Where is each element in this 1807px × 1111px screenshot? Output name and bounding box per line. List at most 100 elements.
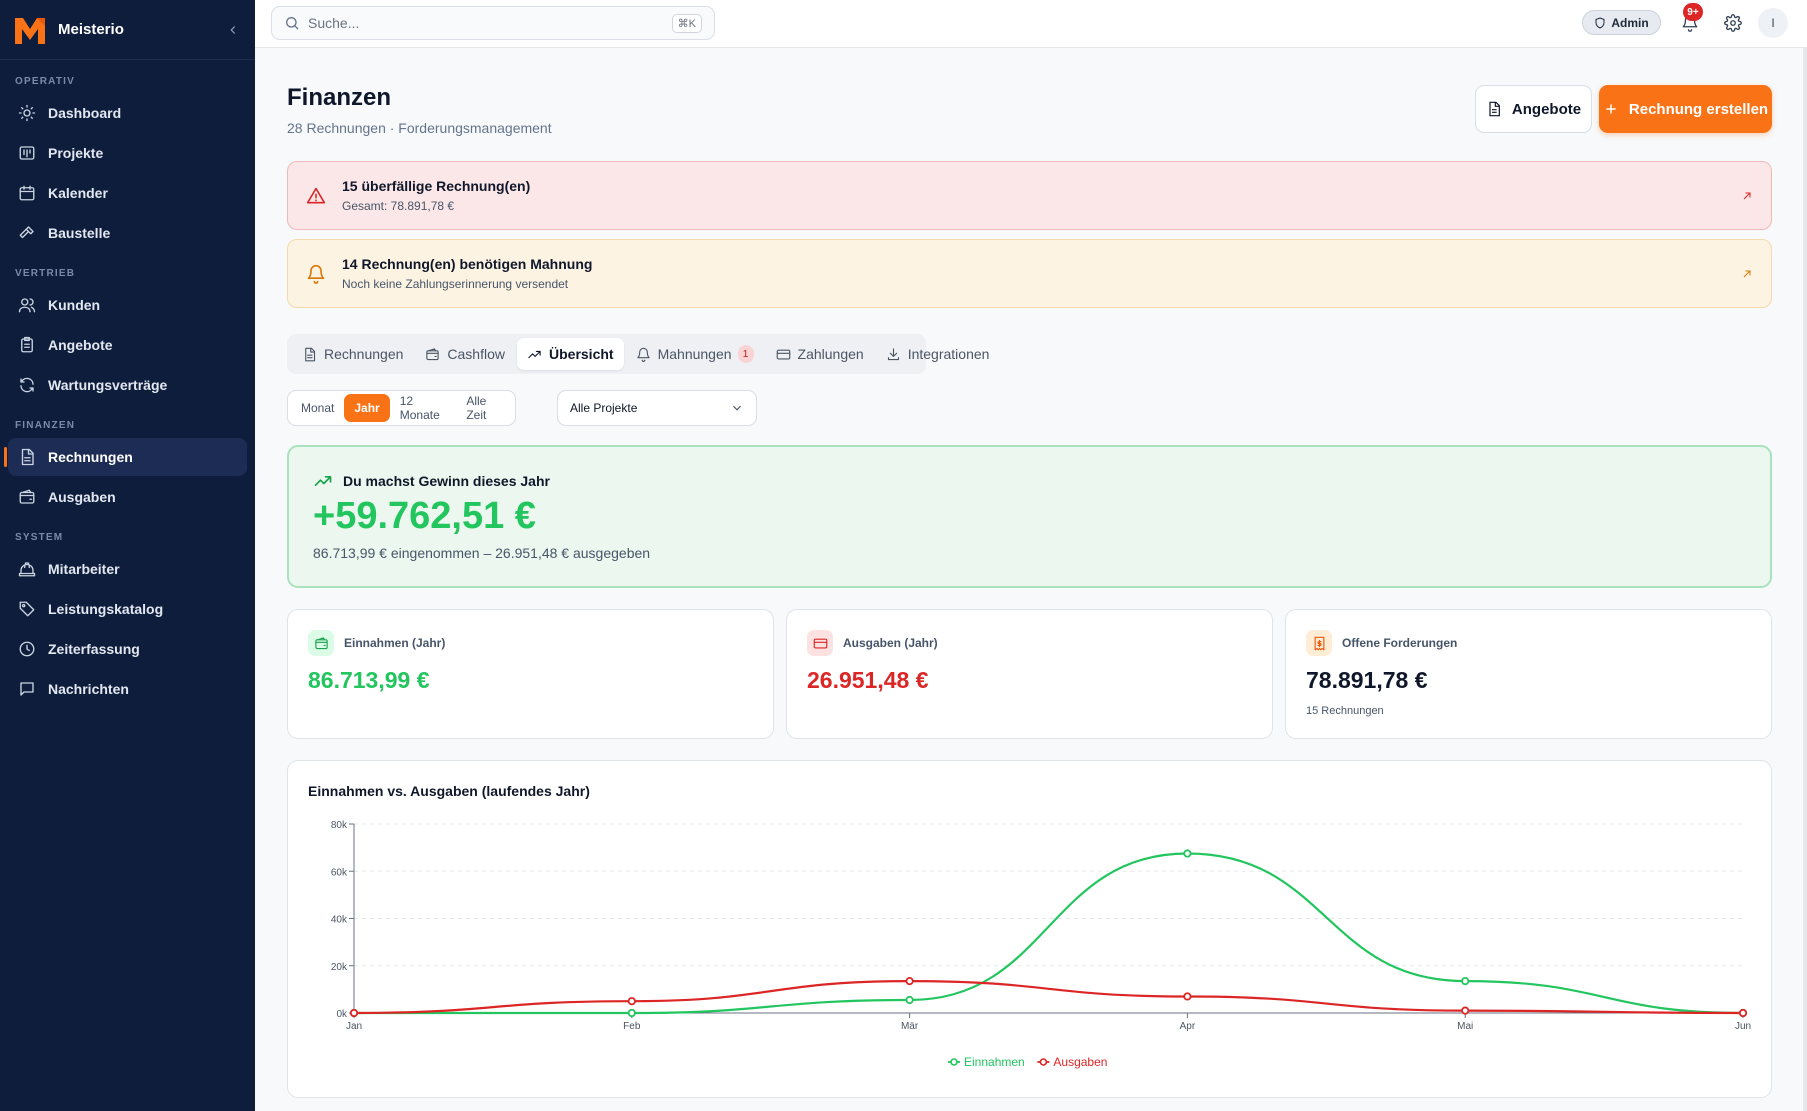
- period-jahr-button[interactable]: Jahr: [344, 394, 390, 422]
- search-shortcut: ⌘K: [671, 13, 702, 33]
- document-icon: [1489, 101, 1500, 117]
- kpi-label: Offene Forderungen: [1342, 636, 1458, 650]
- message-icon: [20, 682, 34, 696]
- plus-icon: [1606, 104, 1616, 114]
- kpi-value: 78.891,78 €: [1306, 667, 1428, 693]
- shield-icon: [1595, 16, 1605, 29]
- sidebar-item-wartungsvertraege[interactable]: Wartungsverträge: [8, 366, 247, 404]
- arrow-up-right-icon[interactable]: [1741, 190, 1753, 202]
- scrollbar[interactable]: [1803, 48, 1807, 1111]
- sidebar-item-ausgaben[interactable]: Ausgaben: [8, 478, 247, 516]
- period-12-monate-button[interactable]: 12 Monate: [399, 394, 440, 422]
- brand: Meisterio: [0, 0, 255, 60]
- dunning-alert-subtitle: Noch keine Zahlungserinnerung versendet: [342, 277, 569, 291]
- finance-tabs: Rechnungen Cashflow Übersicht Mahnungen …: [287, 334, 989, 374]
- sidebar-item-projekte[interactable]: Projekte: [8, 134, 247, 172]
- period-monat-button[interactable]: Monat: [301, 401, 335, 415]
- kpi-label: Ausgaben (Jahr): [843, 636, 938, 650]
- dunning-alert-title: 14 Rechnung(en) benötigen Mahnung: [342, 256, 593, 272]
- kanban-icon: [19, 146, 35, 160]
- wallet-icon: [314, 636, 328, 649]
- tab-rechnungen[interactable]: Rechnungen: [292, 338, 413, 370]
- sidebar-item-leistungskatalog[interactable]: Leistungskatalog: [8, 590, 247, 628]
- download-icon: [887, 347, 899, 360]
- sidebar-section-system: SYSTEM: [15, 532, 64, 543]
- x-tick-label: Mär: [901, 1021, 919, 1032]
- sidebar-item-label: Angebote: [48, 337, 113, 353]
- chevron-down-icon: [733, 405, 741, 411]
- sidebar-item-kalender[interactable]: Kalender: [8, 174, 247, 212]
- profit-detail: 86.713,99 € eingenommen – 26.951,48 € au…: [313, 545, 651, 561]
- wallet-icon: [19, 489, 35, 504]
- warning-triangle-icon: [306, 187, 326, 203]
- sidebar-item-label: Baustelle: [48, 225, 111, 241]
- y-tick-label: 60k: [331, 867, 348, 878]
- kpi-value: 26.951,48 €: [807, 667, 929, 693]
- sidebar-item-angebote[interactable]: Angebote: [8, 326, 247, 364]
- sidebar-section-vertrieb: VERTRIEB: [15, 268, 76, 279]
- sidebar-item-mitarbeiter[interactable]: Mitarbeiter: [8, 550, 247, 588]
- sidebar-item-kunden[interactable]: Kunden: [8, 286, 247, 324]
- collapse-sidebar-button[interactable]: [223, 20, 243, 40]
- tab-uebersicht[interactable]: Übersicht: [517, 338, 624, 370]
- dunning-alert[interactable]: 14 Rechnung(en) benötigen Mahnung Noch k…: [287, 239, 1772, 308]
- kpi-label: Einnahmen (Jahr): [344, 636, 446, 650]
- sidebar-item-label: Zeiterfassung: [48, 641, 140, 657]
- period-alle-zeit-button[interactable]: Alle Zeit: [466, 394, 487, 422]
- role-badge[interactable]: Admin: [1582, 10, 1661, 35]
- avatar[interactable]: I: [1758, 8, 1788, 38]
- series-line-ausgaben: [353, 980, 1744, 1015]
- search-input[interactable]: [308, 15, 672, 31]
- tab-cashflow[interactable]: Cashflow: [415, 338, 515, 370]
- project-select[interactable]: Alle Projekte: [557, 390, 757, 426]
- receipt-icon: [1314, 636, 1324, 650]
- sidebar-item-dashboard[interactable]: Dashboard: [8, 94, 247, 132]
- data-point-ausgaben: [627, 997, 636, 1006]
- data-point-einnahmen: [905, 995, 914, 1005]
- legend-label-einnahmen: Einnahmen: [964, 1055, 1025, 1069]
- settings-button[interactable]: [1720, 10, 1746, 36]
- page-title: Finanzen: [287, 84, 392, 111]
- kpi-icon-wrap: [308, 630, 334, 656]
- sidebar-item-label: Dashboard: [48, 105, 122, 121]
- tab-mahnungen[interactable]: Mahnungen 1: [626, 338, 764, 370]
- sidebar-item-baustelle[interactable]: Baustelle: [8, 214, 247, 252]
- hardhat-icon: [18, 562, 36, 577]
- search-box[interactable]: ⌘K: [271, 6, 715, 40]
- sidebar-item-nachrichten[interactable]: Nachrichten: [8, 670, 247, 708]
- meisterio-logo-icon: [15, 17, 45, 44]
- x-tick-label: Mai: [1457, 1021, 1473, 1032]
- create-invoice-button[interactable]: Rechnung erstellen: [1599, 85, 1772, 133]
- profit-headline: Du machst Gewinn dieses Jahr: [343, 473, 550, 489]
- sidebar-item-label: Kunden: [48, 297, 101, 313]
- y-tick-label: 40k: [331, 915, 348, 926]
- overdue-alert[interactable]: 15 überfällige Rechnung(en) Gesamt: 78.8…: [287, 161, 1772, 230]
- tab-label: Cashflow: [447, 346, 505, 362]
- tag-icon: [19, 601, 35, 617]
- y-tick-label: 80k: [331, 820, 348, 831]
- sidebar-section-finanzen: FINANZEN: [15, 420, 76, 431]
- sidebar-item-zeiterfassung[interactable]: Zeiterfassung: [8, 630, 247, 668]
- sidebar-item-label: Rechnungen: [48, 449, 133, 465]
- topbar: ⌘K Admin 9+ I: [255, 0, 1807, 48]
- sidebar-item-rechnungen[interactable]: Rechnungen: [4, 438, 247, 476]
- angebote-button[interactable]: Angebote: [1475, 85, 1592, 133]
- data-point-ausgaben: [349, 1008, 359, 1018]
- sidebar-item-label: Mitarbeiter: [48, 561, 120, 577]
- gear-icon: [1724, 14, 1742, 32]
- x-tick-label: Jan: [346, 1021, 362, 1032]
- x-tick-label: Feb: [623, 1021, 641, 1032]
- bell-icon: [636, 347, 650, 362]
- kpi-card-receivables: Offene Forderungen 78.891,78 € 15 Rechnu…: [1285, 609, 1772, 739]
- bell-icon: [307, 264, 325, 284]
- tab-integrationen[interactable]: Integrationen: [876, 338, 1000, 370]
- page-subtitle: 28 Rechnungen · Forderungsmanagement: [287, 120, 552, 136]
- project-select-value: Alle Projekte: [570, 401, 638, 415]
- tab-zahlungen[interactable]: Zahlungen: [766, 338, 874, 370]
- income-expense-chart: 0k 20k 40k 60k 80k Jan Feb Mär Apr Mai Jun Einnahme…: [331, 820, 1751, 1069]
- sidebar-item-label: Wartungsverträge: [48, 377, 168, 393]
- chevron-left-icon: [230, 25, 236, 34]
- arrow-up-right-icon[interactable]: [1741, 268, 1753, 280]
- app-name: Meisterio: [58, 21, 124, 38]
- hammer-icon: [19, 226, 34, 239]
